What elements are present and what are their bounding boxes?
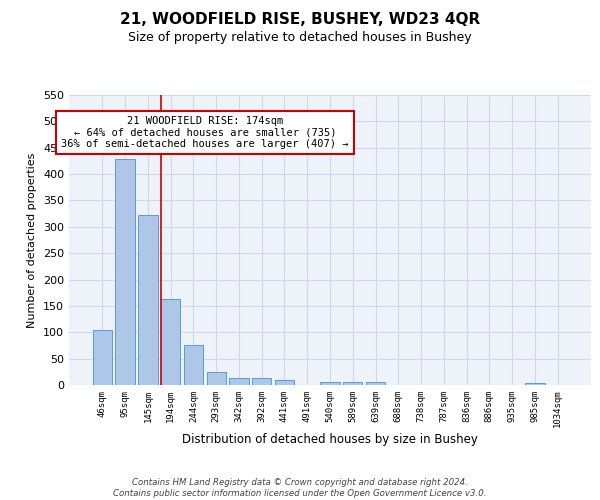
Bar	[138, 215, 158, 385]
Bar	[320, 382, 340, 385]
Text: 21, WOODFIELD RISE, BUSHEY, WD23 4QR: 21, WOODFIELD RISE, BUSHEY, WD23 4QR	[120, 12, 480, 28]
Y-axis label: Number of detached properties: Number of detached properties	[28, 152, 37, 328]
Bar	[229, 378, 248, 385]
X-axis label: Distribution of detached houses by size in Bushey: Distribution of detached houses by size …	[182, 433, 478, 446]
Bar	[206, 372, 226, 385]
Bar	[184, 346, 203, 385]
Bar	[343, 382, 362, 385]
Bar	[93, 330, 112, 385]
Bar	[525, 383, 545, 385]
Bar	[161, 299, 181, 385]
Bar	[115, 160, 135, 385]
Bar	[275, 380, 294, 385]
Text: Contains HM Land Registry data © Crown copyright and database right 2024.
Contai: Contains HM Land Registry data © Crown c…	[113, 478, 487, 498]
Bar	[252, 378, 271, 385]
Text: Size of property relative to detached houses in Bushey: Size of property relative to detached ho…	[128, 31, 472, 44]
Text: 21 WOODFIELD RISE: 174sqm
← 64% of detached houses are smaller (735)
36% of semi: 21 WOODFIELD RISE: 174sqm ← 64% of detac…	[61, 116, 349, 150]
Bar	[366, 382, 385, 385]
